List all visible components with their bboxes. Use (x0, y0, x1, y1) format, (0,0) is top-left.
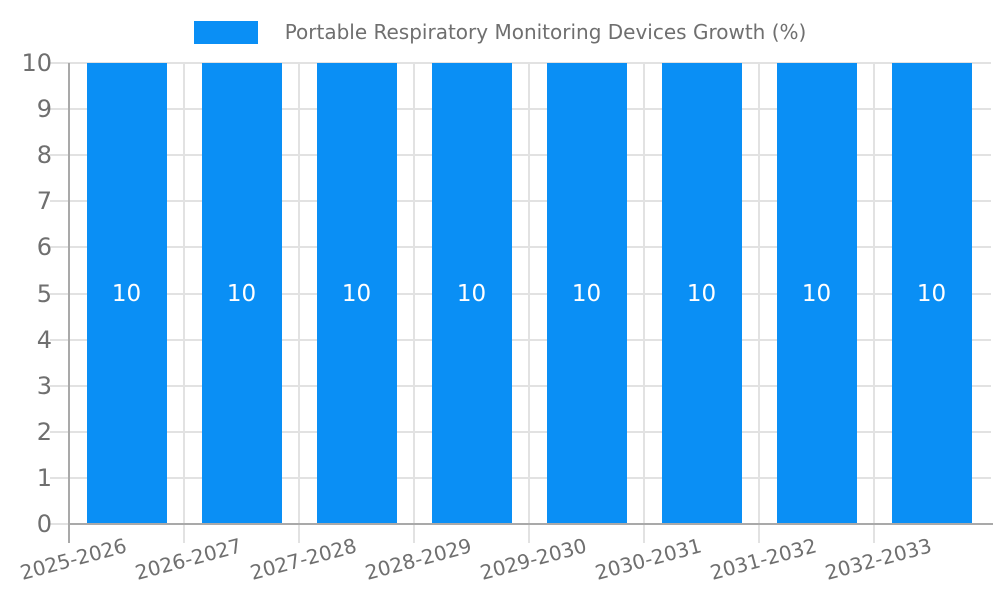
bar[interactable]: 10 (546, 63, 627, 524)
y-axis-tick-label: 9 (36, 95, 52, 124)
bar-value-label: 10 (456, 280, 487, 307)
horizontal-gridline (50, 384, 991, 387)
horizontal-gridline (50, 476, 991, 479)
horizontal-gridline (50, 430, 991, 433)
bar-value-label: 10 (686, 280, 717, 307)
vertical-gridline (528, 63, 530, 543)
bar[interactable]: 10 (661, 63, 742, 524)
y-axis-tick-label: 0 (36, 510, 52, 538)
horizontal-gridline (50, 292, 991, 295)
bar-value-label: 10 (801, 280, 832, 307)
y-axis-line (68, 63, 70, 543)
bar-value-label: 10 (341, 280, 372, 307)
x-axis-tick-label: 2031-2032 (708, 533, 820, 585)
y-axis-tick-label: 7 (36, 187, 52, 216)
y-axis-tick-label: 3 (36, 371, 52, 400)
horizontal-gridline (50, 200, 991, 203)
y-axis-tick-label: 10 (21, 49, 52, 77)
bar[interactable]: 10 (431, 63, 512, 524)
x-axis-tick-label: 2030-2031 (593, 533, 705, 585)
bar-value-label: 10 (571, 280, 602, 307)
legend[interactable]: Portable Respiratory Monitoring Devices … (0, 20, 1000, 44)
horizontal-gridline (50, 62, 991, 64)
x-axis-tick-label: 2026-2027 (133, 533, 245, 585)
x-axis-tick-label: 2027-2028 (248, 533, 360, 585)
x-axis-tick-label: 2032-2033 (823, 533, 935, 585)
bar[interactable]: 10 (316, 63, 397, 524)
bar[interactable]: 10 (201, 63, 282, 524)
bar[interactable]: 10 (891, 63, 972, 524)
y-axis-tick-label: 8 (36, 141, 52, 170)
y-axis-tick-label: 2 (36, 417, 52, 446)
legend-swatch (193, 20, 258, 44)
bar[interactable]: 10 (86, 63, 167, 524)
legend-label: Portable Respiratory Monitoring Devices … (284, 20, 807, 44)
bar-value-label: 10 (916, 280, 947, 307)
vertical-gridline (298, 63, 300, 543)
horizontal-gridline (50, 338, 991, 341)
bar-value-label: 10 (111, 280, 142, 307)
y-axis-tick-label: 5 (36, 279, 52, 308)
horizontal-gridline (50, 108, 991, 111)
vertical-gridline (873, 63, 875, 543)
vertical-gridline (643, 63, 645, 543)
vertical-gridline (758, 63, 760, 543)
horizontal-gridline (50, 246, 991, 249)
bar[interactable]: 10 (776, 63, 857, 524)
vertical-gridline (183, 63, 185, 543)
y-axis-tick-label: 1 (36, 463, 52, 492)
y-axis-tick-label: 6 (36, 233, 52, 262)
x-axis-line (69, 523, 993, 525)
horizontal-gridline (50, 154, 991, 157)
plot-area: 10 10 10 10 10 10 10 10 (50, 62, 991, 543)
bar-value-label: 10 (226, 280, 257, 307)
x-axis-tick-label: 2028-2029 (363, 533, 475, 585)
y-axis-tick-label: 4 (36, 325, 52, 354)
vertical-gridline (413, 63, 415, 543)
x-axis-tick-label: 2025-2026 (18, 533, 130, 585)
x-axis-tick-label: 2029-2030 (478, 533, 590, 585)
